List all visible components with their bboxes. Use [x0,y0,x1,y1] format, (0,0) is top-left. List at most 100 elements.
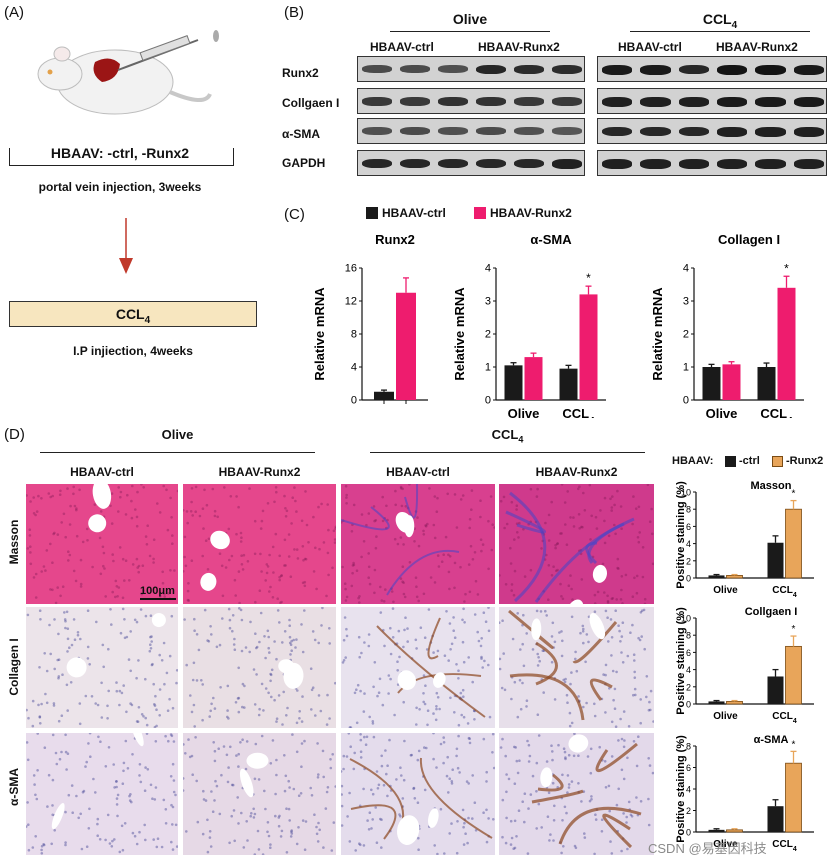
y-axis-label: Positive staining (%) [675,735,687,843]
treatment-label: HBAAV: -ctrl, -Runx2 [50,145,190,161]
bar-ctrl [708,701,725,704]
x-tick-label: Olive [713,711,738,722]
mouse-injection-illustration [37,30,219,115]
y-tick-label: 4 [686,785,691,795]
blot-band [552,65,582,75]
y-tick-label: 10 [681,488,691,498]
histo-group-olive: Olive [161,427,194,442]
bar-ctrl [374,391,394,400]
histo-group-ccl4: CCL4 [491,427,524,445]
bar-ctrl [767,676,784,704]
bar-runx2 [726,575,743,579]
significance-star: * [784,261,789,275]
histo-row-masson: Masson [7,519,21,565]
blot-band [678,97,709,107]
blot-band [362,127,392,135]
chart-title: Runx2 [375,232,415,247]
y-tick-label: 6 [686,648,691,658]
bar-runx2 [396,292,416,400]
histo-olive-line [40,452,315,453]
y-tick-label: 12 [345,296,357,308]
y-tick-label: 2 [686,556,691,566]
histo-col-olive-runx2: HBAAV-Runx2 [218,465,301,479]
x-tick-label: CCL4 [772,585,797,599]
x-tick-label: Olive [713,585,738,596]
blot-band [476,127,506,136]
y-tick-label: 0 [351,395,357,407]
blot-band [640,65,671,75]
y-tick-label: 10 [681,614,691,624]
blot-band [514,159,544,169]
bar-ctrl [504,365,523,400]
y-tick-label: 3 [485,296,491,308]
histo-col-olive-ctrl: HBAAV-ctrl [70,465,134,479]
blot-band [400,65,430,74]
ccl4-box: CCL4 [9,301,257,327]
y-tick-label: 16 [345,263,357,275]
bar-runx2 [726,829,743,833]
significance-star: * [586,271,591,285]
blot-strip [597,88,827,114]
y-tick-label: 0 [686,700,691,710]
y-tick-label: 8 [351,329,357,341]
flow-arrow [119,218,133,274]
histo-col-ccl4-ctrl: HBAAV-ctrl [386,465,450,479]
blot-row-collagen: Collgaen I [282,96,340,110]
y-tick-label: 1 [683,362,689,374]
blot-band [640,127,671,137]
blot-band [793,159,824,169]
y-tick-label: 0 [683,395,689,407]
blot-col-olive-ctrl: HBAAV-ctrl [370,40,434,54]
blot-band [602,97,633,107]
legend-label-runx2: HBAAV-Runx2 [490,206,572,220]
y-tick-label: 6 [686,763,691,773]
blot-band [793,127,824,137]
bracket-right [233,148,234,165]
y-tick-label: 8 [686,742,691,752]
blot-band [476,159,506,169]
histology-tile [183,484,336,604]
blot-band [678,127,709,137]
blot-band [362,159,392,169]
scale-bar-label: 100μm [140,585,175,597]
legend-prefix-d: HBAAV: [672,455,714,467]
ccl4-text: CCL [115,306,145,322]
blot-band [400,159,430,169]
route-label-2: I.P injiection, 4weeks [73,344,193,358]
chart-title: α-SMA [530,232,572,247]
histology-tile [499,733,654,855]
significance-star: * [792,739,796,750]
y-tick-label: 4 [485,263,491,275]
chart-title: Masson [751,480,792,492]
bar-runx2 [785,762,802,833]
blot-band [362,65,392,74]
blot-band [514,127,544,135]
blot-row-runx2: Runx2 [282,66,319,80]
blot-olive-line [390,31,550,32]
blot-band [438,159,468,169]
y-tick-label: 3 [683,296,689,308]
histology-tile [26,733,178,855]
blot-band [552,127,582,135]
blot-band [438,127,468,135]
panel-label-b: (B) [284,4,304,21]
blot-band [476,65,506,75]
y-axis-label: Relative mRNA [650,287,665,381]
significance-star: * [792,624,796,635]
blot-band [400,127,430,136]
blot-band [552,159,582,169]
chart-title: α-SMA [754,734,789,746]
bar-ctrl [767,542,784,578]
bracket-line [9,165,234,166]
legend-swatch-runx2 [474,207,486,219]
y-tick-label: 4 [686,539,691,549]
ccl4-sub: 4 [144,314,151,326]
blot-band [717,127,748,137]
bar-ctrl [702,367,721,400]
bar-runx2 [726,701,743,705]
y-tick-label: 8 [686,505,691,515]
histo-ccl4-line [370,452,645,453]
panel-label-c: (C) [284,206,305,223]
blot-band [602,65,633,75]
